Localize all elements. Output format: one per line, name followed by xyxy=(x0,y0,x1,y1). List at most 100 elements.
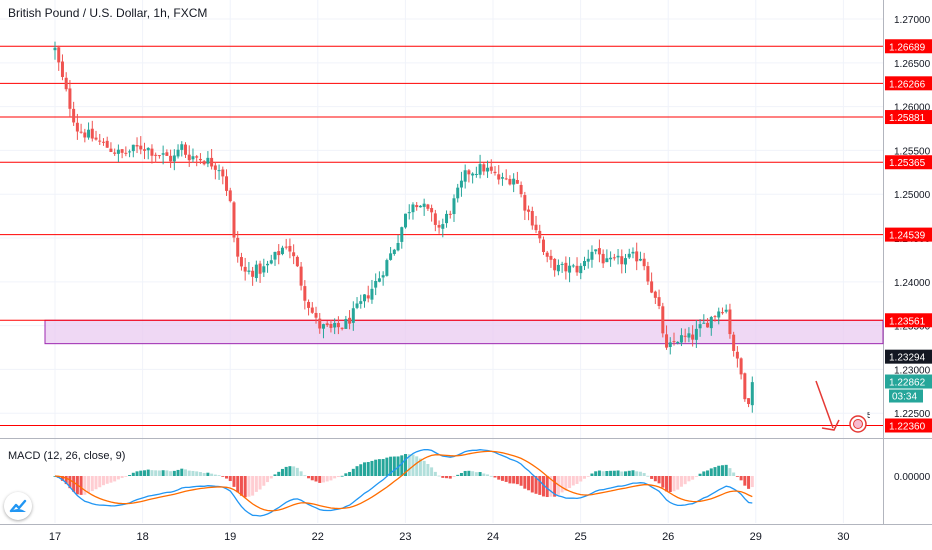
macd-histogram-bar xyxy=(691,476,695,480)
candle-body xyxy=(210,157,214,167)
price-tick-label: 1.24000 xyxy=(894,278,931,289)
macd-histogram-bar xyxy=(87,476,91,493)
candle-body xyxy=(549,255,553,260)
candle-body xyxy=(474,173,478,175)
candle-body xyxy=(79,131,83,133)
macd-histogram-bar xyxy=(575,476,579,484)
macd-histogram-bar xyxy=(709,468,713,476)
macd-histogram-bar xyxy=(385,457,389,476)
candle-body xyxy=(284,246,288,248)
time-tick-label: 18 xyxy=(136,531,148,543)
macd-histogram-bar xyxy=(586,476,590,477)
candle-body xyxy=(310,307,314,313)
candle-body xyxy=(676,341,680,344)
macd-histogram-bar xyxy=(679,476,683,487)
macd-histogram-bar xyxy=(519,476,523,486)
current-price-tag-bg xyxy=(885,374,932,389)
macd-histogram-bar xyxy=(262,476,266,486)
candle-body xyxy=(638,258,642,261)
candle-body xyxy=(64,77,68,90)
candle-body xyxy=(415,205,419,208)
candle-body xyxy=(582,261,586,267)
macd-histogram-bar xyxy=(564,476,568,491)
macd-histogram-bar xyxy=(187,470,191,476)
candle-body xyxy=(717,311,721,318)
macd-histogram-bar xyxy=(254,476,258,492)
macd-histogram-bar xyxy=(616,470,620,476)
macd-histogram-bar xyxy=(732,472,736,476)
candle-body xyxy=(706,322,710,328)
time-tick-label: 24 xyxy=(487,531,499,543)
macd-histogram-bar xyxy=(213,474,217,476)
candle-body xyxy=(750,382,754,406)
candle-body xyxy=(426,204,430,209)
macd-histogram-bar xyxy=(631,470,635,476)
candle-body xyxy=(254,264,258,279)
candle-body xyxy=(500,177,504,179)
candle-body xyxy=(228,190,232,202)
macd-histogram-bar xyxy=(210,473,214,476)
notification-badge-icon[interactable]: 5 xyxy=(848,410,872,434)
macd-histogram-bar xyxy=(154,470,158,476)
candle-body xyxy=(430,208,434,213)
macd-histogram-bar xyxy=(590,473,594,476)
macd-histogram-bar xyxy=(165,470,169,476)
macd-histogram-bar xyxy=(418,458,422,476)
candle-body xyxy=(239,257,243,267)
macd-histogram-bar xyxy=(295,467,299,476)
candle-body xyxy=(620,256,624,265)
candle-body xyxy=(355,303,359,308)
level-price-tag: 1.24539 xyxy=(889,231,926,242)
zone-price-tag-bg xyxy=(885,349,932,364)
macd-histogram-bar xyxy=(638,471,642,476)
macd-histogram-bar xyxy=(195,471,199,476)
price-tick-label: 1.26000 xyxy=(894,103,931,114)
candle-body xyxy=(321,324,325,329)
macd-histogram-bar xyxy=(351,468,355,476)
candle-body xyxy=(709,317,713,329)
tradingview-logo-icon[interactable] xyxy=(4,492,32,520)
level-price-tag: 1.22360 xyxy=(889,421,926,432)
candle-body xyxy=(489,166,493,171)
candle-body xyxy=(407,212,411,214)
macd-histogram-bar xyxy=(504,476,508,482)
macd-histogram-bar xyxy=(184,469,188,476)
macd-histogram-bar xyxy=(515,476,519,485)
candle-body xyxy=(538,230,542,239)
candle-body xyxy=(493,171,497,174)
macd-histogram-bar xyxy=(720,465,724,476)
macd-histogram-bar xyxy=(266,476,270,483)
macd-histogram-bar xyxy=(553,476,557,497)
macd-histogram-bar xyxy=(568,476,572,489)
candle-body xyxy=(404,213,408,228)
macd-histogram-bar xyxy=(459,472,463,476)
candle-body xyxy=(720,312,724,314)
candle-body xyxy=(687,333,691,338)
candle-body xyxy=(396,242,400,251)
macd-histogram-bar xyxy=(113,476,117,482)
macd-histogram-bar xyxy=(620,471,624,476)
macd-histogram-bar xyxy=(280,468,284,476)
candle-body xyxy=(329,323,333,328)
chart-title: British Pound / U.S. Dollar, 1h, FXCM xyxy=(8,6,208,20)
candle-body xyxy=(642,258,646,267)
candle-body xyxy=(392,249,396,255)
candle-body xyxy=(452,198,456,215)
macd-histogram-bar xyxy=(411,454,415,476)
time-tick-label: 17 xyxy=(49,531,61,543)
macd-histogram-bar xyxy=(101,476,105,486)
macd-histogram-bar xyxy=(333,476,337,479)
macd-histogram-bar xyxy=(314,476,318,482)
macd-histogram-bar xyxy=(221,476,225,477)
macd-histogram-bar xyxy=(124,476,128,477)
macd-histogram-bar xyxy=(273,474,277,476)
candle-body xyxy=(646,266,650,282)
candle-body xyxy=(418,205,422,208)
macd-histogram-bar xyxy=(530,476,534,493)
macd-histogram-bar xyxy=(489,475,493,477)
macd-histogram-bar xyxy=(307,476,311,479)
candle-body xyxy=(314,312,318,318)
macd-histogram-bar xyxy=(284,466,288,476)
macd-histogram-bar xyxy=(243,476,247,498)
